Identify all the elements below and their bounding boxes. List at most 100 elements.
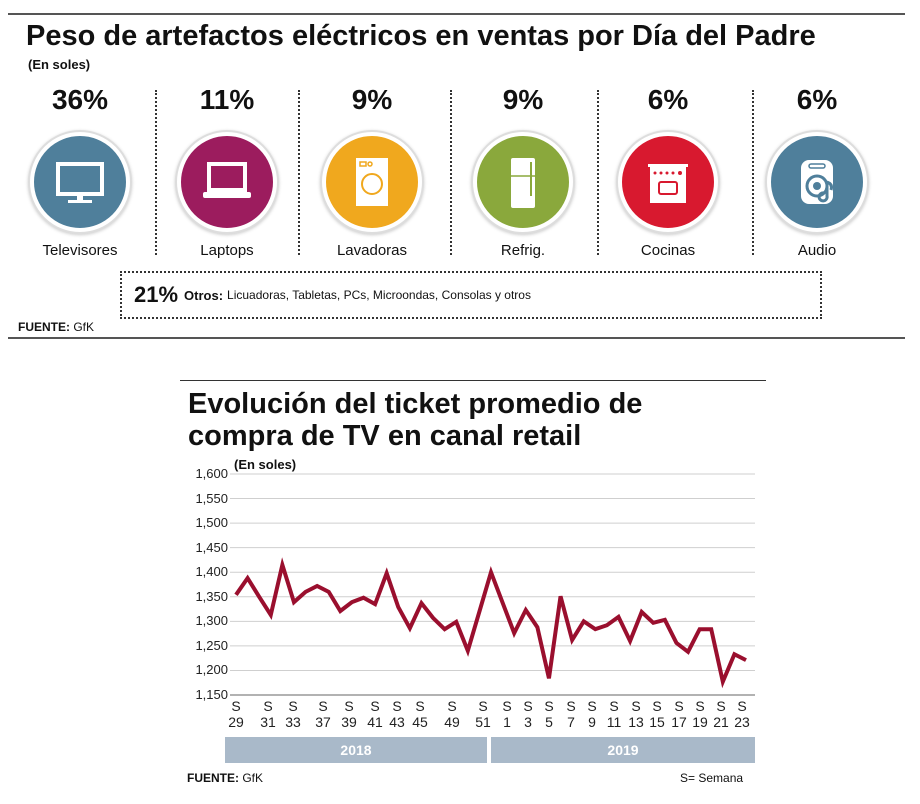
tick-week: 37 [315,714,331,730]
y-tick-label: 1,200 [195,662,228,678]
category-percent: 9% [351,84,393,115]
tick-week: 21 [713,714,729,730]
tick-prefix: S [587,698,597,714]
year-band-2018: 2018 [225,737,487,763]
top-subtitle: (En soles) [28,57,91,72]
tick-prefix: S [737,698,747,714]
category-cocinas: 6% Cocinas [598,84,738,259]
x-tick-label: S 49 [441,698,463,730]
stove-icon [618,132,718,232]
tick-week: 31 [260,714,276,730]
y-tick-label: 1,500 [195,515,228,531]
x-tick-label: S 33 [282,698,304,730]
tick-week: 49 [444,714,460,730]
x-tick-label: S 19 [689,698,711,730]
divider [298,90,300,255]
top-rule [8,13,905,15]
refrigerator-icon [473,132,573,232]
tick-week: 41 [367,714,383,730]
y-tick-label: 1,450 [195,539,228,555]
tick-week: 43 [389,714,405,730]
category-percent: 11% [199,84,255,115]
y-tick-label: 1,150 [195,687,228,702]
top-title: Peso de artefactos eléctricos en ventas … [26,20,816,52]
x-tick-label: S 43 [386,698,408,730]
tick-prefix: S [544,698,554,714]
category-label: Cocinas [640,242,696,259]
tick-week: 15 [649,714,665,730]
others-pct: 21% [134,282,179,307]
tick-prefix: S [447,698,457,714]
tick-week: 39 [341,714,357,730]
divider [450,90,452,255]
year-band-2019: 2019 [491,737,755,763]
tick-prefix: S [478,698,488,714]
tick-prefix: S [566,698,576,714]
tick-prefix: S [370,698,380,714]
chart-source: FUENTE: GfK [187,771,263,785]
tick-prefix: S [263,698,273,714]
x-tick-label: S 29 [225,698,247,730]
x-tick-label: S 45 [409,698,431,730]
tick-week: 51 [475,714,491,730]
category-percent: 36% [51,84,109,115]
others-text: Licuadoras, Tabletas, PCs, Microondas, C… [227,288,531,302]
laptop-icon [177,132,277,232]
others-label: Otros: [184,287,224,303]
divider [597,90,599,255]
x-tick-label: S 13 [625,698,647,730]
x-tick-label: S 15 [646,698,668,730]
tick-week: 29 [228,714,244,730]
x-tick-label: S 17 [668,698,690,730]
x-tick-label: S 11 [603,698,625,730]
category-percent: 6% [647,84,689,115]
tick-week: 1 [503,714,511,730]
y-tick-label: 1,400 [195,564,228,580]
source-label: FUENTE: [187,771,239,785]
tick-prefix: S [318,698,328,714]
series-line [234,557,747,689]
x-tick-label: S 41 [364,698,386,730]
category-label: Laptops [200,242,254,259]
tick-prefix: S [344,698,354,714]
category-label: Televisores [42,242,118,259]
tick-week: 19 [692,714,708,730]
category-label: Lavadoras [336,242,408,259]
y-tick-label: 1,350 [195,588,228,604]
x-tick-label: S 51 [472,698,494,730]
tick-week: 17 [671,714,687,730]
tick-prefix: S [288,698,298,714]
category-label: Audio [797,242,837,259]
divider [752,90,754,255]
x-tick-label: S 21 [710,698,732,730]
tick-prefix: S [695,698,705,714]
tick-week: 33 [285,714,301,730]
divider [155,90,157,255]
y-tick-label: 1,250 [195,637,228,653]
chart-note: S= Semana [680,771,744,785]
source-label: FUENTE: [18,320,70,334]
x-tick-label: S 31 [257,698,279,730]
category-lavadoras: 9% Lavadoras [302,84,442,259]
tick-prefix: S [415,698,425,714]
tick-prefix: S [231,698,241,714]
tick-prefix: S [609,698,619,714]
tick-week: 3 [524,714,532,730]
chart-title: Evolución del ticket promedio de compra … [188,388,643,452]
audio-icon [767,132,867,232]
washing-machine-icon [322,132,422,232]
category-label: Refrig. [500,242,546,259]
category-refrig: 9% Refrig. [453,84,593,259]
tick-week: 5 [545,714,553,730]
y-tick-label: 1,550 [195,490,228,506]
source-value: GfK [242,771,264,785]
y-tick-label: 1,600 [195,466,228,481]
tick-prefix: S [652,698,662,714]
